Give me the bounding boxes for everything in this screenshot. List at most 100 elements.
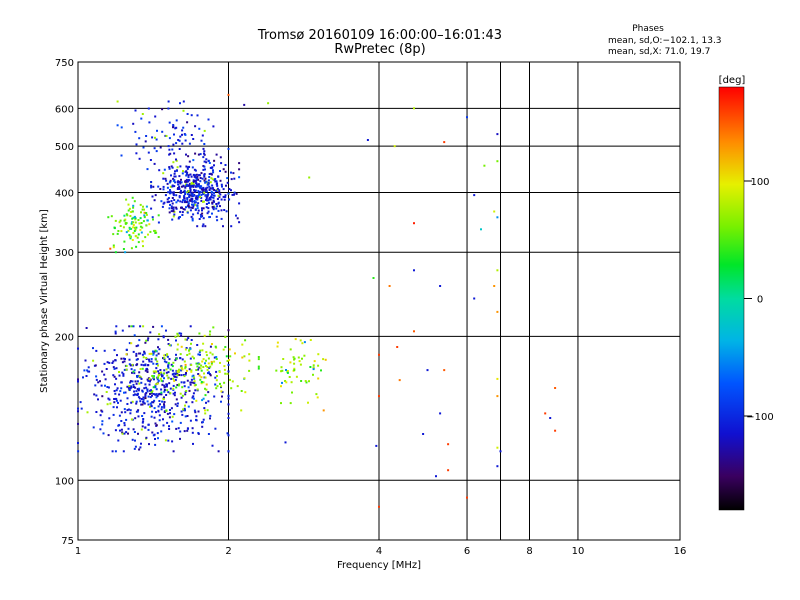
data-point: [179, 216, 181, 218]
data-point: [182, 374, 185, 376]
data-point: [443, 369, 446, 372]
plot-area: [77, 61, 681, 541]
data-point: [230, 178, 233, 181]
data-point: [171, 184, 174, 187]
data-point: [143, 352, 146, 355]
y-tick-label: 600: [55, 104, 74, 115]
data-point: [157, 338, 160, 341]
data-point: [188, 368, 191, 371]
data-point: [143, 387, 146, 390]
data-point: [202, 200, 204, 203]
data-point: [112, 413, 115, 416]
data-point: [205, 383, 208, 386]
data-point: [185, 183, 188, 186]
data-point: [179, 200, 182, 203]
data-point: [187, 178, 190, 181]
data-point: [158, 414, 161, 417]
data-point: [135, 364, 138, 366]
data-point: [77, 380, 79, 383]
data-point: [212, 171, 215, 174]
data-point: [228, 348, 231, 351]
data-point: [204, 168, 206, 171]
data-point: [203, 175, 206, 178]
data-point: [191, 217, 194, 220]
data-point: [169, 192, 172, 195]
data-point: [191, 375, 194, 378]
data-point: [208, 197, 211, 200]
data-point: [140, 398, 143, 400]
data-point: [93, 393, 96, 396]
data-point: [124, 391, 127, 394]
data-point: [190, 369, 193, 372]
data-point: [172, 192, 175, 195]
data-point: [213, 194, 216, 197]
data-point: [123, 219, 126, 222]
data-point: [163, 354, 166, 357]
data-point: [77, 422, 79, 425]
data-point: [202, 397, 205, 400]
data-point: [150, 207, 153, 210]
data-point: [212, 326, 215, 329]
data-point: [129, 235, 132, 238]
data-point: [122, 374, 125, 377]
data-point: [95, 375, 98, 378]
data-point: [218, 196, 221, 199]
data-point: [207, 181, 210, 184]
data-point: [197, 183, 200, 186]
chart-subtitle: RwPretec (8p): [334, 42, 425, 57]
data-point: [192, 395, 195, 398]
data-point: [190, 370, 193, 373]
data-point: [185, 153, 187, 156]
data-point: [162, 418, 164, 421]
data-point: [167, 107, 170, 110]
data-point: [190, 339, 193, 341]
data-point: [146, 219, 149, 222]
data-point: [122, 373, 125, 376]
data-point: [183, 430, 186, 433]
data-point: [213, 189, 216, 191]
data-point: [190, 215, 193, 218]
data-point: [203, 160, 206, 163]
data-point: [152, 401, 155, 404]
data-point: [142, 400, 145, 403]
data-point: [169, 189, 171, 191]
data-point: [105, 368, 108, 370]
data-point: [135, 235, 138, 238]
data-point: [466, 116, 468, 119]
data-point: [152, 352, 155, 355]
data-point: [140, 231, 143, 234]
data-point: [141, 403, 144, 406]
data-point: [193, 376, 195, 379]
data-point: [276, 341, 279, 344]
data-point: [158, 169, 161, 172]
data-point: [192, 180, 195, 183]
data-point: [178, 368, 180, 371]
data-point: [299, 339, 302, 342]
data-point: [133, 229, 136, 232]
data-point: [202, 156, 205, 159]
data-point: [192, 442, 194, 445]
data-point: [204, 409, 206, 412]
data-point: [207, 371, 210, 374]
data-point: [300, 380, 303, 382]
data-point: [201, 177, 204, 180]
data-point: [134, 217, 137, 220]
data-point: [200, 185, 203, 188]
data-point: [77, 410, 79, 413]
data-point: [156, 360, 159, 363]
data-point: [203, 153, 206, 156]
data-point: [167, 366, 170, 369]
data-point: [201, 421, 204, 424]
colorbar-ticks: 100 0 −100: [744, 177, 774, 423]
data-point: [156, 363, 159, 366]
data-point: [139, 352, 142, 355]
data-point: [188, 352, 191, 355]
data-point: [215, 203, 218, 205]
data-point: [201, 225, 204, 228]
data-point: [109, 247, 112, 250]
data-point: [149, 402, 152, 405]
data-point: [233, 191, 236, 194]
data-point: [212, 208, 215, 211]
data-point: [153, 378, 155, 381]
data-point: [169, 344, 172, 347]
